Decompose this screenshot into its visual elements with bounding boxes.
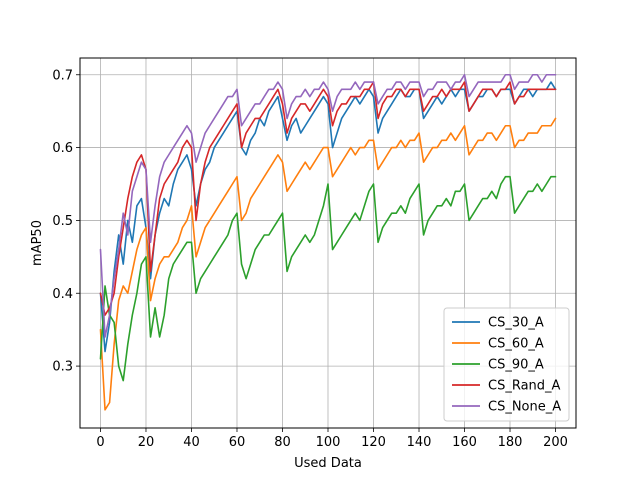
legend-label: CS_90_A	[488, 358, 544, 373]
y-tick-label: 0.6	[52, 141, 73, 156]
series-lines	[99, 73, 557, 411]
y-axis-label: mAP50	[30, 220, 45, 266]
x-tick-label: 100	[316, 435, 341, 450]
y-tick-label: 0.4	[52, 287, 73, 302]
y-tick-label: 0.5	[52, 214, 73, 229]
x-tick-label: 120	[361, 435, 386, 450]
series-line-cs-none-a	[99, 73, 557, 338]
y-tick-label: 0.3	[52, 360, 73, 375]
x-tick-label: 200	[543, 435, 568, 450]
x-tick-label: 20	[138, 435, 155, 450]
legend-box	[443, 307, 570, 422]
series-line-cs-60-a	[99, 117, 557, 411]
x-tick-label: 160	[452, 435, 477, 450]
x-tick-label: 60	[229, 435, 246, 450]
y-tick-label: 0.7	[52, 68, 73, 83]
x-tick-label: 180	[498, 435, 523, 450]
x-tick-label: 140	[407, 435, 432, 450]
x-tick-label: 80	[274, 435, 291, 450]
axis-ticks: 0 20 40 60 80 100 120 140 160 180 200 0.3 0.4 0.5 0.6 0…	[52, 68, 568, 450]
series-line-cs-30-a	[99, 81, 557, 353]
series-line-cs-90-a	[99, 175, 557, 382]
legend-label: CS_60_A	[488, 337, 544, 352]
legend-label: CS_Rand_A	[488, 379, 561, 394]
legend-label: CS_30_A	[488, 316, 544, 331]
legend: CS_30_A CS_60_A CS_90_A CS_Rand_A CS_None_A	[443, 307, 570, 422]
legend-label: CS_None_A	[488, 400, 561, 415]
x-axis-label: Used Data	[294, 456, 362, 471]
series-line-cs-rand-a	[99, 81, 557, 316]
x-tick-label: 0	[96, 435, 104, 450]
x-tick-label: 40	[183, 435, 200, 450]
